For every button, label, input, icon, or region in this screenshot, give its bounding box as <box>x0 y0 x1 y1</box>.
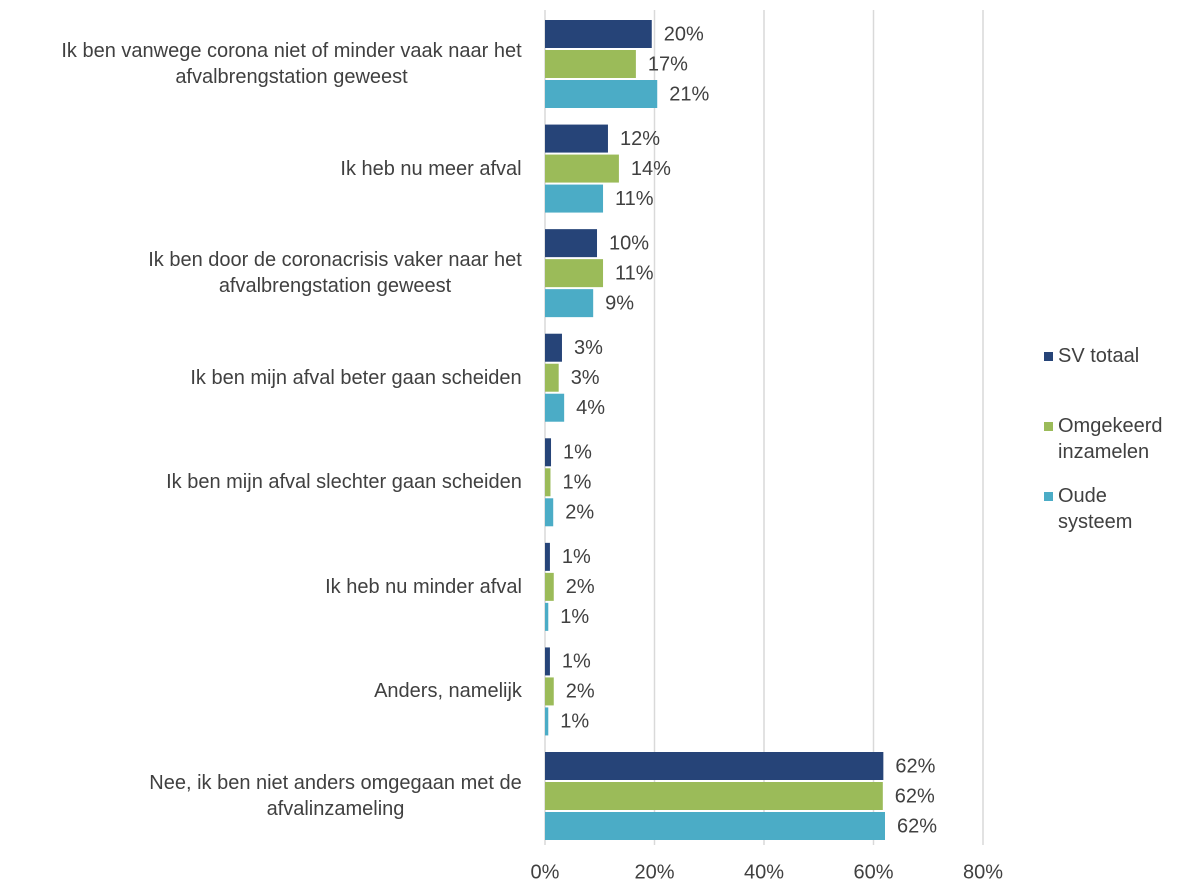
value-label: 2% <box>565 502 594 524</box>
bar <box>545 259 604 288</box>
value-label: 62% <box>895 785 935 807</box>
bar <box>545 154 619 183</box>
x-tick-label: 0% <box>531 861 560 883</box>
category-label: Ik ben door de coronacrisis vaker naar h… <box>147 247 523 299</box>
bar <box>545 124 608 153</box>
x-tick-label: 40% <box>744 861 784 883</box>
value-label: 10% <box>609 232 649 254</box>
category-text: Anders, namelijk <box>374 680 522 703</box>
bar <box>545 812 885 840</box>
legend-label: Omgekeerd inzamelen <box>1058 415 1163 463</box>
bar <box>545 647 550 676</box>
value-label: 4% <box>576 397 605 419</box>
bar <box>545 289 594 318</box>
value-label: 62% <box>897 815 937 837</box>
bar <box>545 438 552 467</box>
value-label: 3% <box>574 337 603 359</box>
category-label: Ik ben vanwege corona niet of minder vaa… <box>60 38 523 90</box>
category-label: Nee, ik ben niet anders omgegaan met de … <box>148 770 523 822</box>
bar <box>545 20 652 48</box>
value-label: 17% <box>648 53 688 75</box>
legend-swatch <box>1044 352 1053 361</box>
category-label: Ik ben mijn afval beter gaan scheiden <box>189 365 523 391</box>
value-label: 11% <box>615 262 654 284</box>
x-tick-label: 20% <box>634 861 674 883</box>
bar <box>545 80 658 108</box>
legend-label: Oude systeem <box>1058 485 1133 533</box>
value-label: 2% <box>566 576 595 598</box>
bar <box>545 542 550 571</box>
value-label: 62% <box>895 755 935 777</box>
legend-swatch <box>1044 492 1053 501</box>
bar <box>545 752 884 780</box>
value-label: 11% <box>615 188 654 210</box>
category-text: Ik ben vanwege corona niet of minder vaa… <box>61 40 522 88</box>
category-text: Ik ben mijn afval beter gaan scheiden <box>190 366 522 389</box>
bar <box>545 229 598 258</box>
value-label: 14% <box>631 158 671 180</box>
value-label: 9% <box>605 292 634 314</box>
x-tick-label: 60% <box>853 861 893 883</box>
value-label: 3% <box>571 367 600 389</box>
category-label: Ik heb nu meer afval <box>339 156 523 182</box>
bar <box>545 572 554 601</box>
bar <box>545 50 636 78</box>
bar <box>545 498 554 527</box>
value-label: 21% <box>669 83 709 105</box>
bar <box>545 363 559 392</box>
value-label: 1% <box>562 546 591 568</box>
value-label: 1% <box>562 651 591 673</box>
bar <box>545 677 554 706</box>
bar <box>545 602 549 631</box>
bar <box>545 184 604 213</box>
category-label: Ik heb nu minder afval <box>324 574 523 600</box>
bar <box>545 707 549 736</box>
bar <box>545 782 883 810</box>
category-text: Ik ben door de coronacrisis vaker naar h… <box>148 249 522 298</box>
bar <box>545 333 562 362</box>
value-label: 1% <box>560 606 589 628</box>
value-label: 12% <box>620 128 660 150</box>
x-tick-label: 80% <box>963 861 1003 883</box>
category-text: Ik heb nu meer afval <box>340 157 522 180</box>
category-text: Ik heb nu minder afval <box>325 575 522 598</box>
value-label: 20% <box>664 23 704 45</box>
category-text: Nee, ik ben niet anders omgegaan met de … <box>149 772 522 820</box>
category-text: Ik ben mijn afval slechter gaan scheiden <box>166 471 522 494</box>
legend-swatch <box>1044 422 1053 431</box>
value-label: 1% <box>562 472 591 494</box>
value-label: 1% <box>563 442 592 464</box>
value-label: 2% <box>566 681 595 703</box>
value-label: 1% <box>560 711 589 733</box>
category-label: Ik ben mijn afval slechter gaan scheiden <box>165 469 523 495</box>
legend-label: SV totaal <box>1058 345 1140 367</box>
bar <box>545 468 551 497</box>
category-label: Anders, namelijk <box>373 678 523 704</box>
bar <box>545 393 565 422</box>
